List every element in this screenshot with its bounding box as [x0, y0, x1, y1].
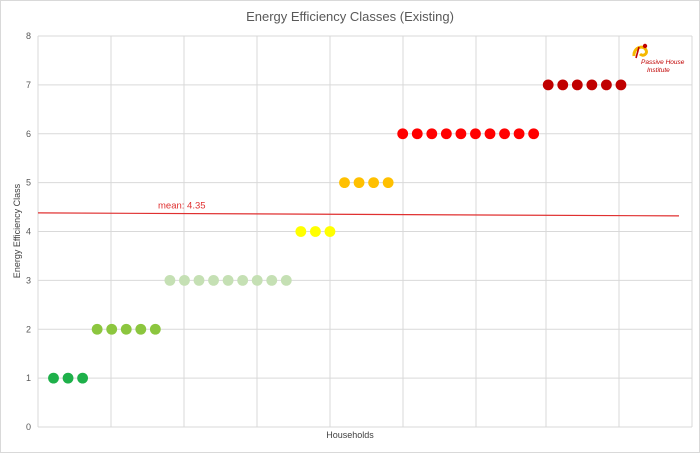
logo-text-line2: Institute	[647, 67, 670, 74]
data-point	[135, 323, 147, 335]
y-tick-label: 4	[26, 227, 31, 237]
y-tick-label: 3	[26, 275, 31, 285]
data-point	[499, 128, 510, 140]
mean-label: mean: 4.35	[158, 200, 206, 211]
data-point	[601, 79, 612, 91]
data-point	[149, 323, 161, 335]
data-point	[237, 274, 249, 286]
data-point	[295, 226, 307, 237]
grid-lines	[37, 35, 693, 428]
data-point	[48, 372, 59, 384]
logo-text-line1: Passive House	[641, 59, 685, 66]
data-point	[280, 274, 292, 286]
data-point	[542, 79, 554, 91]
y-tick-label: 1	[26, 373, 31, 383]
data-point	[513, 128, 525, 140]
y-tick-label: 5	[26, 178, 31, 188]
data-point	[586, 79, 598, 91]
y-tick-labels: 0 1 2 3 4 5 6 7 8	[26, 31, 31, 432]
y-tick-label: 7	[26, 80, 31, 90]
data-point	[208, 274, 219, 286]
y-tick-label: 6	[26, 129, 31, 139]
data-points	[48, 79, 627, 384]
mean-group: mean: 4.35	[37, 200, 680, 217]
data-point	[470, 128, 481, 140]
chart-title: Energy Efficiency Classes (Existing)	[246, 9, 454, 24]
data-point	[222, 274, 234, 286]
data-point	[484, 128, 496, 140]
data-point	[339, 177, 350, 189]
data-point	[557, 79, 569, 91]
mean-line	[37, 212, 680, 217]
data-point	[164, 274, 176, 286]
logo-mark-icon	[632, 43, 648, 59]
data-point	[615, 79, 627, 91]
data-point	[179, 274, 190, 286]
data-point	[266, 274, 278, 286]
data-point	[62, 372, 74, 384]
data-point	[426, 128, 438, 140]
data-point	[77, 372, 88, 384]
y-tick-label: 0	[26, 422, 31, 432]
data-point	[440, 128, 452, 140]
data-point	[106, 323, 118, 335]
passive-house-institute-logo: Passive House Institute	[631, 42, 691, 78]
data-point	[455, 128, 467, 140]
data-point	[353, 177, 365, 189]
data-point	[368, 177, 379, 189]
data-point	[571, 79, 583, 91]
data-point	[193, 274, 205, 286]
data-point	[251, 274, 263, 286]
data-point	[120, 323, 132, 335]
data-point	[324, 226, 336, 237]
y-tick-label: 8	[26, 31, 31, 41]
data-point	[411, 128, 423, 140]
data-point	[382, 177, 394, 189]
data-point	[528, 128, 540, 140]
data-point	[310, 226, 321, 237]
data-point	[91, 323, 103, 335]
data-point	[397, 128, 409, 140]
x-axis-label: Households	[326, 430, 374, 440]
y-tick-label: 2	[26, 324, 31, 334]
